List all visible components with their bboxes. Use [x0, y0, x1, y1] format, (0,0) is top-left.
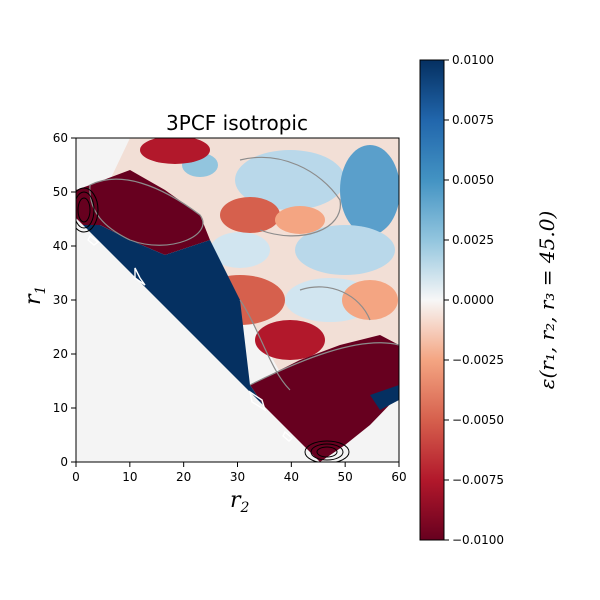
x-tick-label: 60: [391, 470, 406, 484]
y-tick-label: 50: [53, 185, 68, 199]
colorbar: [419, 59, 445, 541]
colorbar-tick-label: 0.0050: [452, 173, 494, 187]
hotspot-contours: [76, 187, 350, 462]
colorbar-label: ε(r₁, r₂, r₃ = 45.0): [535, 211, 559, 390]
upper-left-negative-region: [76, 170, 210, 255]
contour-lines: [89, 156, 399, 391]
colorbar-tick-label: 0.0075: [452, 113, 494, 127]
colorbar-tick-label: 0.0000: [452, 293, 494, 307]
x-tick-label: 50: [338, 470, 353, 484]
y-tick-label: 0: [60, 455, 68, 469]
y-axis-label: r1: [21, 286, 49, 305]
x-tick-label: 0: [72, 470, 80, 484]
x-axis-ticks: 0 10 20 30 40 50 60: [72, 462, 407, 484]
y-tick-label: 60: [53, 131, 68, 145]
chart-title: 3PCF isotropic: [166, 111, 308, 135]
y-axis-ticks: 0 10 20 30 40 50 60: [53, 131, 76, 469]
red-patches: [140, 138, 398, 360]
y-tick-label: 10: [53, 401, 68, 415]
y-tick-label: 30: [53, 293, 68, 307]
y-tick-label: 40: [53, 239, 68, 253]
colorbar-tick-label: −0.0075: [452, 473, 504, 487]
x-tick-label: 40: [284, 470, 299, 484]
colorbar-tick-label: 0.0025: [452, 233, 494, 247]
x-tick-label: 10: [122, 470, 137, 484]
colorbar-ticks: 0.0100 0.0075 0.0050 0.0025 0.0000 −0.0025 −0.…: [444, 53, 504, 547]
white-contours: [87, 234, 294, 442]
plot-area: [76, 138, 399, 462]
colorbar-tick-label: −0.0050: [452, 413, 504, 427]
colorbar-tick-label: −0.0025: [452, 353, 504, 367]
colorbar-tick-label: 0.0100: [452, 53, 494, 67]
x-axis-label: r2: [230, 488, 250, 516]
diagonal-positive-band-right: [370, 385, 399, 410]
colorbar-tick-label: −0.0100: [452, 533, 504, 547]
x-tick-label: 20: [176, 470, 191, 484]
x-tick-label: 30: [230, 470, 245, 484]
y-tick-label: 20: [53, 347, 68, 361]
